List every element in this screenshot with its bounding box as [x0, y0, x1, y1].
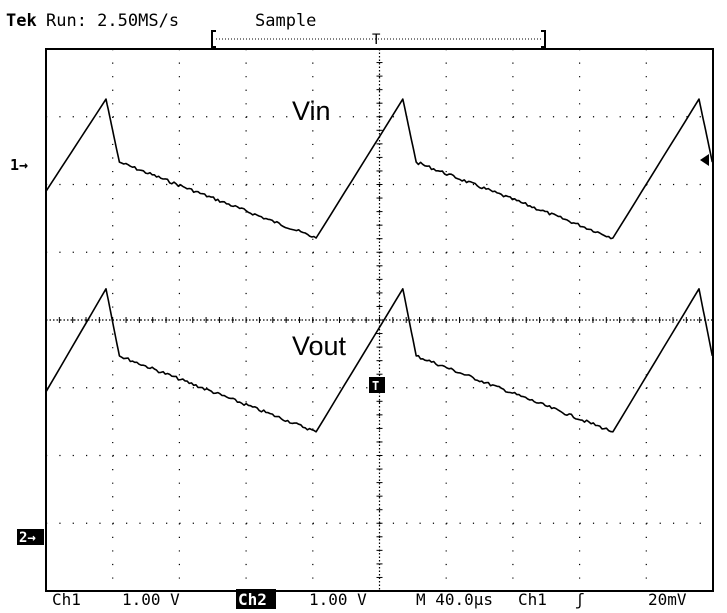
trace-vin	[45, 98, 714, 240]
footer-readout: Ch1 1.00 V Ch2 1.00 V M 40.0µs Ch1 ʃ 20m…	[52, 589, 687, 609]
trace-vout	[45, 288, 714, 433]
ch2-ground-marker: 2→	[19, 530, 36, 546]
trigger-source: Ch1	[518, 590, 547, 609]
series-label-vout: Vout	[292, 331, 347, 361]
ch1-ground-marker: 1→	[10, 156, 28, 174]
sample-rate-label: Run: 2.50MS/s	[46, 11, 179, 31]
brand-label: Tek	[6, 11, 37, 31]
timebase-readout: M 40.0µs	[416, 590, 493, 609]
record-trigger-mark: T	[372, 32, 381, 48]
ch2-ground-marker-box: 2→	[17, 529, 44, 546]
svg-text:T: T	[372, 379, 379, 393]
traces	[45, 98, 714, 433]
trigger-level: 20mV	[648, 590, 687, 609]
ch2-scale: 1.00 V	[309, 590, 367, 609]
trigger-slope-icon: ʃ	[575, 590, 585, 609]
graticule	[45, 48, 714, 592]
ch1-scale: 1.00 V	[122, 590, 180, 609]
trigger-point-marker: T	[369, 377, 385, 393]
acquisition-mode-label: Sample	[255, 11, 316, 31]
ch1-label: Ch1	[52, 590, 81, 609]
ch2-label: Ch2	[238, 590, 267, 609]
series-label-vin: Vin	[292, 96, 331, 126]
record-position-indicator: T	[211, 30, 546, 48]
trigger-level-arrow-icon	[700, 154, 709, 166]
ch2-label-highlight	[236, 589, 276, 609]
